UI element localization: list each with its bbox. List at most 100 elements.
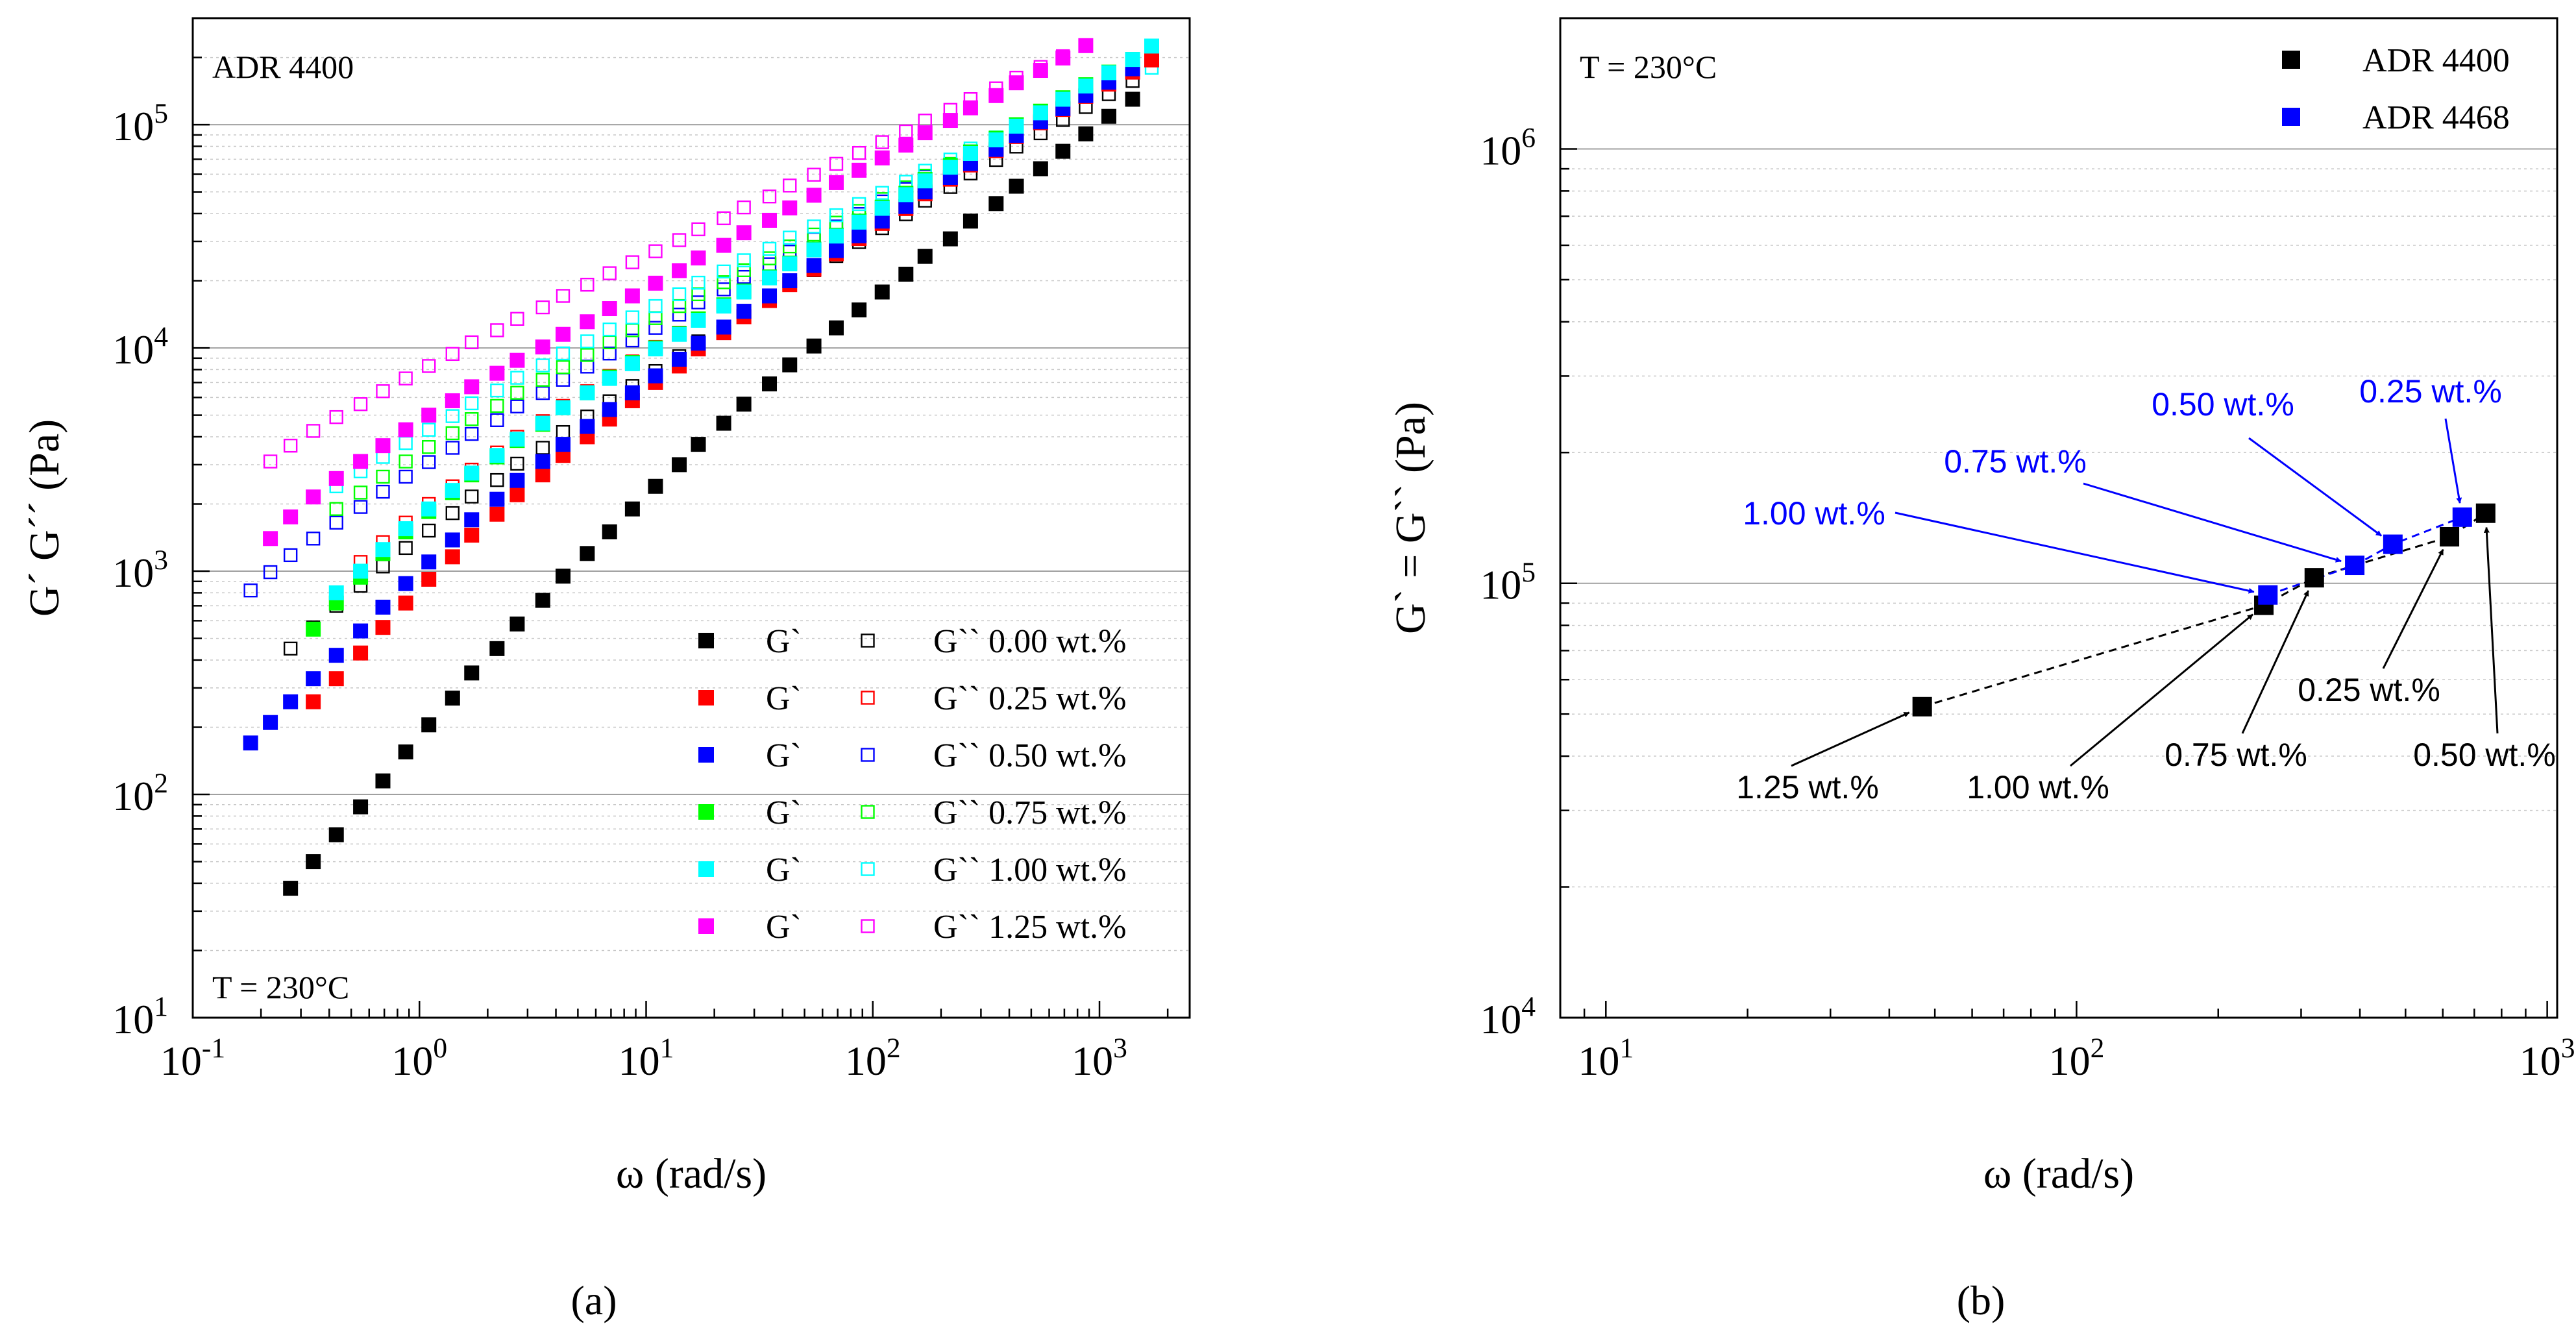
panel-b-y-tick-label: 105 <box>1480 557 1536 608</box>
panel-a-data-point <box>648 341 663 357</box>
panel-a-x-axis-label: ω (rad/s) <box>616 1150 767 1197</box>
panel-a-data-point <box>898 199 914 214</box>
panel-a-data-point <box>353 645 369 661</box>
panel-a-series-gdoubleprime-000 <box>283 74 1140 656</box>
panel-a-data-point <box>874 214 890 229</box>
panel-a-data-point <box>398 744 413 760</box>
panel-a-legend-prime-label: G` <box>766 794 802 831</box>
panel-a-data-point <box>898 266 914 282</box>
panel-a-data-point <box>717 282 731 297</box>
panel-a-legend-prime-label: G` <box>766 852 802 889</box>
panel-a-data-point <box>717 264 731 279</box>
panel-a-data-point <box>243 735 258 751</box>
panel-a-data-point <box>762 212 778 228</box>
panel-a-data-point <box>762 376 778 392</box>
panel-a-data-point <box>625 255 640 269</box>
panel-a-data-point <box>807 219 821 234</box>
panel-a-data-point <box>1144 52 1160 67</box>
panel-a-data-point <box>535 415 550 431</box>
panel-a-data-point <box>510 399 524 413</box>
panel-a-data-point <box>625 310 640 325</box>
panel-b-callout-label: 1.25 wt.% <box>1736 769 1879 805</box>
panel-a-data-point <box>716 415 731 431</box>
panel-a-data-point <box>1125 52 1140 67</box>
panel-a-data-point <box>736 225 752 241</box>
panel-a-y-tick-label: 103 <box>112 545 168 596</box>
panel-a-data-point <box>942 113 958 129</box>
panel-a-data-point <box>807 167 821 182</box>
panel-a-data-point <box>489 491 505 507</box>
panel-a-data-point <box>353 397 368 411</box>
panel-a-data-point <box>445 426 460 441</box>
panel-a-data-point <box>509 472 525 488</box>
panel-a-data-point <box>283 641 298 656</box>
panel-a-annotation-material: ADR 4400 <box>212 49 354 85</box>
panel-a-data-point <box>783 230 797 245</box>
panel-a-data-point <box>535 300 550 315</box>
panel-a-legend-label: G`` 1.25 wt.% <box>933 909 1127 946</box>
panel-a-data-point <box>510 386 524 400</box>
panel-a-data-point <box>829 208 844 223</box>
panel-a-data-point <box>828 175 844 190</box>
panel-a-data-point <box>489 641 505 656</box>
panel-b-y-axis-label: G` = G`` (Pa) <box>1387 402 1434 634</box>
panel-a-data-point <box>942 160 958 175</box>
panel-a-data-point <box>1078 79 1094 94</box>
panel-a-data-point <box>874 150 890 166</box>
panel-b-callout-label: 0.75 wt.% <box>1944 443 2087 480</box>
panel-a-data-point <box>465 412 479 426</box>
panel-a-data-point <box>306 621 321 637</box>
panel-a-data-point <box>421 408 437 423</box>
panel-a-data-point <box>672 457 687 472</box>
panel-a-data-point <box>1033 63 1048 79</box>
panel-a-data-point <box>263 454 278 469</box>
panel-a-legend-marker-filled <box>698 918 714 934</box>
panel-a-data-point <box>648 275 663 291</box>
panel-a-data-point <box>580 546 595 561</box>
panel-a-legend-label: G`` 0.50 wt.% <box>933 737 1127 774</box>
panel-a-data-point <box>762 270 778 286</box>
panel-a-data-point <box>1033 161 1048 177</box>
panel-b-data-point <box>2440 526 2460 546</box>
panel-a-data-point <box>898 187 914 202</box>
panel-a-data-point <box>737 253 751 267</box>
panel-a-data-point <box>875 135 889 149</box>
panel-a-legend-marker-filled <box>698 747 714 763</box>
panel-a-x-tick-label: 102 <box>845 1033 901 1084</box>
panel-a-data-point <box>917 173 933 189</box>
panel-b-x-tick-label: 102 <box>2049 1033 2105 1084</box>
panel-b-callout-arrow <box>2444 418 2462 504</box>
panel-a-data-point <box>1101 65 1116 80</box>
panel-a-data-point <box>535 441 550 455</box>
panel-a-data-point <box>917 249 933 264</box>
panel-a-legend-marker-filled <box>698 690 714 705</box>
panel-a-data-point <box>852 228 867 243</box>
panel-b-callout-label: 1.00 wt.% <box>1967 769 2109 805</box>
panel-b-data-point <box>2383 534 2403 554</box>
panel-a-data-point <box>648 244 663 258</box>
panel-a-data-point <box>398 595 413 611</box>
panel-a-data-point <box>874 284 890 300</box>
panel-a-data-point <box>489 448 505 463</box>
panel-a-data-point <box>852 145 866 160</box>
panel-a-data-point <box>328 471 344 486</box>
panel-a-data-point <box>535 386 550 400</box>
panel-a-data-point <box>263 565 278 580</box>
panel-b-callout-arrow <box>2248 437 2383 537</box>
panel-a-data-point <box>717 211 731 225</box>
panel-a-y-tick-label: 105 <box>112 98 168 149</box>
panel-a-data-point <box>602 301 617 317</box>
panel-a-data-point <box>375 542 391 558</box>
panel-b-data-point <box>2345 556 2365 576</box>
panel-a-x-tick-label: 100 <box>391 1033 447 1084</box>
panel-a-data-point <box>375 773 391 789</box>
panel-a-data-point <box>874 201 890 216</box>
panel-a-data-point <box>353 500 368 514</box>
panel-a-data-point <box>465 335 479 350</box>
panel-a-data-point <box>1055 92 1071 107</box>
panel-a-data-point <box>490 399 504 413</box>
panel-a-data-point <box>1078 126 1094 141</box>
panel-a-data-point <box>624 385 640 400</box>
panel-a-data-point <box>1101 108 1116 124</box>
